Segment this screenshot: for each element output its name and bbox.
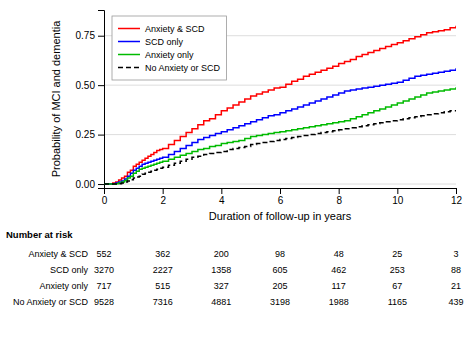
risk-value: 88 (451, 265, 461, 275)
x-axis-title: Duration of follow-up in years (209, 210, 352, 222)
grid (104, 36, 456, 184)
risk-value: 48 (334, 249, 344, 259)
series-line (104, 87, 456, 184)
risk-value: 327 (214, 281, 229, 291)
tick-label: 8 (336, 195, 342, 206)
risk-value: 117 (331, 281, 345, 291)
axis-line (98, 11, 105, 189)
tick-label: 12 (451, 195, 463, 206)
tick: 10 (392, 188, 404, 206)
legend-item: SCD only (118, 37, 184, 47)
legend-swatch (118, 41, 140, 43)
y-axis: 0.00 0.25 0.50 0.75 (76, 11, 105, 190)
risk-value: 4881 (211, 297, 231, 307)
tick: 0.25 (76, 129, 104, 140)
tick-label: 10 (392, 195, 404, 206)
legend: Anxiety & SCD SCD only Anxiety only No Anxi… (112, 16, 227, 80)
legend-swatch (118, 28, 140, 30)
series-line (104, 68, 456, 184)
risk-value: 462 (331, 265, 346, 275)
tick: 4 (219, 188, 225, 206)
tick-label: 0.75 (76, 30, 96, 41)
grid-line (104, 134, 456, 135)
tick: 2 (160, 188, 166, 206)
tick-label: 0.50 (76, 80, 96, 91)
legend-item: Anxiety & SCD (118, 24, 205, 34)
risk-value: 200 (214, 249, 229, 259)
tick-mark (98, 184, 104, 185)
risk-value: 362 (155, 249, 170, 259)
tick-label: 0 (102, 195, 108, 206)
risk-group-label: No Anxiety or SCD (13, 297, 89, 307)
legend-label: SCD only (145, 37, 184, 47)
lines (104, 26, 456, 184)
y-axis-title: Probability of MCI and dementia (50, 20, 62, 177)
tick-mark (98, 36, 104, 37)
legend-swatch (118, 54, 140, 56)
tick: 0.75 (76, 30, 104, 41)
risk-value: 2227 (153, 265, 173, 275)
tick-mark (339, 188, 340, 194)
tick: 0.00 (76, 179, 104, 190)
risk-value: 717 (96, 281, 111, 291)
tick: 6 (278, 188, 284, 206)
tick-label: 0.25 (76, 129, 96, 140)
tick-mark (98, 85, 104, 86)
legend-label: No Anxiety or SCD (145, 63, 221, 73)
risk-value: 3 (453, 249, 458, 259)
risk-value: 605 (272, 265, 287, 275)
tick-label: 6 (278, 195, 284, 206)
risk-value: 205 (272, 281, 287, 291)
risk-value: 1165 (388, 297, 407, 307)
tick-mark (397, 188, 398, 194)
x-axis: 0 2 4 6 8 10 12 (102, 188, 463, 206)
tick: 12 (451, 188, 463, 206)
chart: 0 2 4 6 8 10 12 0.00 0.25 0.50 0.75 Duration of fol… (0, 0, 474, 339)
risk-value: 1358 (211, 265, 231, 275)
tick-mark (98, 135, 104, 136)
grid-line (104, 184, 456, 185)
legend-item: No Anxiety or SCD (118, 63, 221, 73)
tick-label: 2 (160, 195, 166, 206)
risk-value: 439 (448, 297, 463, 307)
grid-line (104, 85, 456, 86)
risk-value: 552 (96, 249, 111, 259)
tick-mark (163, 188, 164, 194)
legend-label: Anxiety only (145, 50, 194, 60)
risk-value: 515 (155, 281, 170, 291)
risk-value: 3270 (94, 265, 114, 275)
risk-value: 9528 (94, 297, 114, 307)
risk-value: 3198 (270, 297, 290, 307)
risk-group-label: SCD only (50, 265, 89, 275)
tick-label: 0.00 (76, 179, 96, 190)
risk-value: 253 (390, 265, 405, 275)
legend-label: Anxiety & SCD (145, 24, 205, 34)
risk-value: 25 (392, 249, 402, 259)
risk-table: Number at risk Anxiety & SCD 552 362 200 98 48… (6, 229, 464, 307)
risk-value: 98 (275, 249, 285, 259)
plot: 0 2 4 6 8 10 12 0.00 0.25 0.50 0.75 Duration of fol… (50, 11, 462, 223)
legend-swatch (118, 67, 140, 69)
series-line (104, 26, 456, 184)
risk-group-label: Anxiety & SCD (28, 249, 88, 259)
tick-mark (221, 188, 222, 194)
tick: 0 (102, 188, 108, 206)
legend-item: Anxiety only (118, 50, 194, 60)
tick-label: 4 (219, 195, 225, 206)
tick-mark (280, 188, 281, 194)
risk-group-label: Anxiety only (39, 281, 88, 291)
axis-line (105, 189, 457, 195)
risk-value: 21 (451, 281, 461, 291)
risk-value: 1988 (329, 297, 349, 307)
tick: 8 (336, 188, 342, 206)
risk-value: 67 (392, 281, 402, 291)
risk-value: 7316 (153, 297, 173, 307)
risk-table-title: Number at risk (6, 229, 73, 240)
tick-mark (456, 188, 457, 194)
series-line (104, 110, 456, 184)
legend-box (112, 16, 227, 80)
tick: 0.50 (76, 80, 104, 91)
